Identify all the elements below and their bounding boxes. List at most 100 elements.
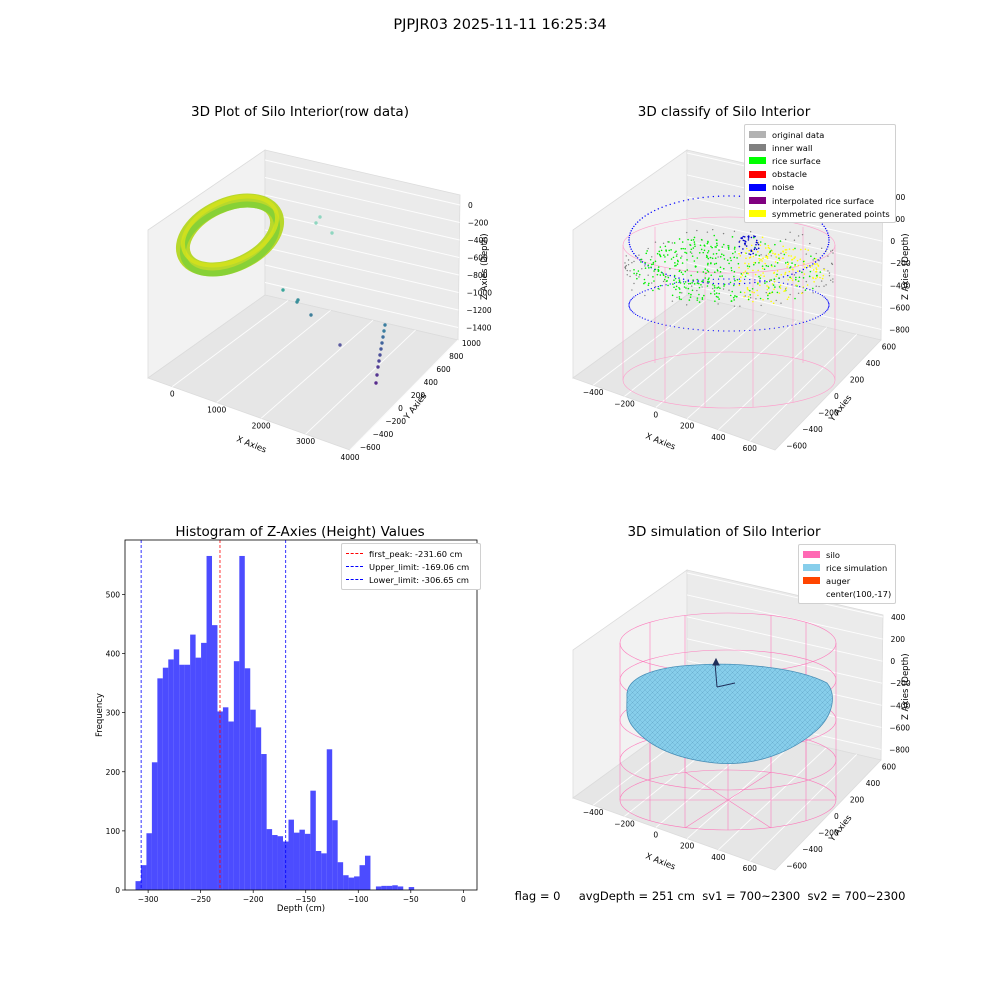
classified-point (645, 252, 648, 255)
classified-point (654, 241, 657, 243)
x-tick-label: 1000 (207, 405, 226, 414)
classified-point (830, 279, 832, 281)
hist-legend-item: first_peak: -231.60 cm (346, 547, 476, 560)
classified-point (706, 251, 709, 254)
classified-point (715, 292, 718, 294)
classified-point (698, 251, 701, 254)
hist-bar (272, 835, 278, 890)
classified-point (647, 264, 650, 267)
classified-point (789, 231, 791, 233)
classified-point (745, 247, 748, 250)
classified-point (628, 241, 630, 244)
classified-point (741, 274, 744, 276)
classified-point (747, 289, 750, 291)
classified-point (697, 281, 699, 283)
classified-point (706, 285, 709, 287)
classified-point (667, 284, 669, 287)
classified-point (722, 267, 725, 270)
classified-point (631, 250, 634, 253)
classified-point (748, 257, 751, 259)
classified-point (827, 300, 829, 302)
classified-point (809, 289, 811, 291)
classified-point (681, 241, 684, 243)
x-tick-label: 400 (711, 433, 726, 442)
classified-point (800, 248, 802, 251)
classified-point (757, 250, 759, 253)
classified-point (754, 261, 757, 264)
classified-point (669, 325, 671, 327)
classified-point (817, 264, 820, 267)
classified-point (626, 274, 628, 276)
classified-point (712, 253, 715, 255)
classified-point (721, 253, 723, 256)
hist-bar (168, 659, 174, 890)
classified-point (648, 267, 650, 269)
classified-point (710, 245, 712, 248)
classify3d-legend-item: rice surface (749, 154, 891, 167)
legend-label: center(100,-17) (826, 589, 892, 600)
classified-point (832, 281, 834, 283)
classified-point (719, 256, 722, 258)
classified-point (700, 248, 703, 251)
classified-point (754, 281, 756, 284)
classified-point (823, 252, 825, 255)
classified-point (757, 269, 759, 272)
classified-point (638, 254, 640, 256)
z-tick-label: −600 (889, 303, 910, 312)
hist-bar (392, 885, 398, 890)
classified-point (751, 287, 754, 290)
classified-point (628, 243, 631, 246)
classified-point (828, 241, 830, 244)
classified-point (635, 274, 638, 276)
classified-point (624, 266, 626, 269)
legend-label: original data (772, 129, 825, 140)
classified-point (752, 263, 755, 266)
classified-point (644, 263, 646, 265)
classified-point (754, 273, 757, 276)
classified-point (706, 231, 709, 233)
classified-point (722, 232, 725, 235)
classified-point (733, 275, 735, 278)
classified-point (688, 299, 691, 301)
classified-point (802, 277, 805, 279)
classified-point (770, 300, 772, 303)
classified-point (771, 291, 774, 293)
classified-point (626, 269, 628, 272)
hist-ytick-label: 100 (106, 827, 121, 836)
classified-point (665, 249, 667, 251)
classified-point (674, 277, 677, 280)
classified-point (727, 248, 730, 250)
classified-point (736, 278, 739, 281)
classified-point (673, 279, 675, 282)
hist-bar (348, 877, 355, 890)
classified-point (827, 234, 830, 237)
hist-legend-item: Lower_limit: -306.65 cm (346, 573, 476, 586)
classified-point (650, 211, 652, 214)
classified-point (696, 289, 698, 292)
classified-point (760, 254, 762, 256)
z-tick-label: 0 (890, 657, 895, 666)
classified-point (636, 277, 638, 280)
classified-point (712, 287, 714, 290)
classified-point (827, 270, 829, 272)
y-tick-label: 0 (398, 404, 403, 413)
classified-point (679, 269, 681, 272)
classified-point (631, 297, 634, 299)
classified-point (767, 292, 770, 295)
classified-point (778, 257, 780, 259)
z-tick-label: 0 (468, 201, 473, 210)
hist-ytick-label: 400 (106, 650, 121, 659)
classified-point (687, 328, 689, 330)
classified-point (729, 281, 732, 284)
classified-point (728, 262, 730, 265)
classified-point (716, 239, 718, 241)
hist-bar (408, 887, 415, 890)
classified-point (657, 322, 659, 324)
classified-point (708, 277, 710, 279)
classified-point (715, 252, 718, 255)
raw-point (338, 343, 342, 347)
classified-point (821, 295, 823, 297)
classified-point (678, 280, 681, 283)
y-tick-label: −400 (802, 425, 823, 434)
classified-point (633, 268, 635, 271)
